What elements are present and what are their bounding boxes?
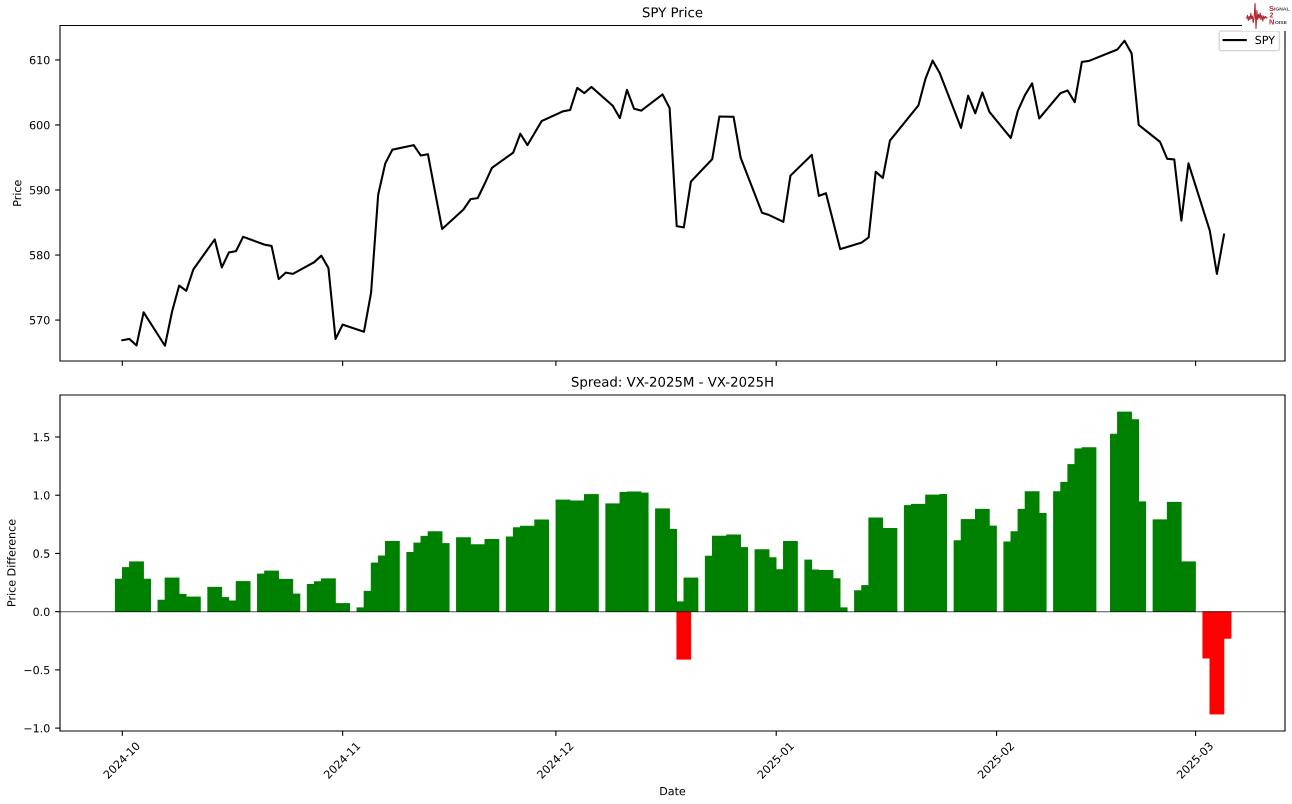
svg-text:OISE: OISE bbox=[1275, 20, 1288, 26]
svg-text:2: 2 bbox=[1270, 13, 1274, 20]
svg-text:IGNAL: IGNAL bbox=[1274, 6, 1290, 12]
svg-text:S: S bbox=[1269, 4, 1274, 13]
svg-text:N: N bbox=[1269, 18, 1274, 27]
